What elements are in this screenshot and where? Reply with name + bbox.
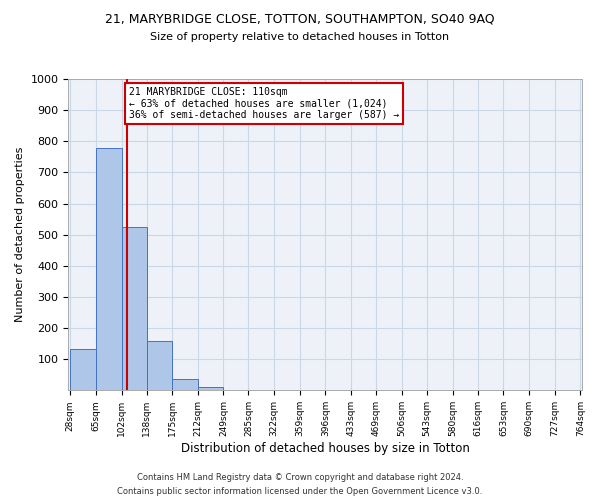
Text: Contains HM Land Registry data © Crown copyright and database right 2024.: Contains HM Land Registry data © Crown c… — [137, 472, 463, 482]
Bar — [198, 386, 223, 390]
Bar — [172, 379, 198, 390]
Text: Contains public sector information licensed under the Open Government Licence v3: Contains public sector information licen… — [118, 488, 482, 496]
X-axis label: Distribution of detached houses by size in Totton: Distribution of detached houses by size … — [181, 442, 470, 455]
Bar — [70, 349, 96, 391]
Y-axis label: Number of detached properties: Number of detached properties — [15, 147, 25, 322]
Text: 21 MARYBRIDGE CLOSE: 110sqm
← 63% of detached houses are smaller (1,024)
36% of : 21 MARYBRIDGE CLOSE: 110sqm ← 63% of det… — [129, 87, 400, 120]
Text: 21, MARYBRIDGE CLOSE, TOTTON, SOUTHAMPTON, SO40 9AQ: 21, MARYBRIDGE CLOSE, TOTTON, SOUTHAMPTO… — [105, 12, 495, 26]
Text: Size of property relative to detached houses in Totton: Size of property relative to detached ho… — [151, 32, 449, 42]
Bar — [96, 148, 122, 390]
Bar — [122, 227, 146, 390]
Bar — [146, 341, 172, 390]
